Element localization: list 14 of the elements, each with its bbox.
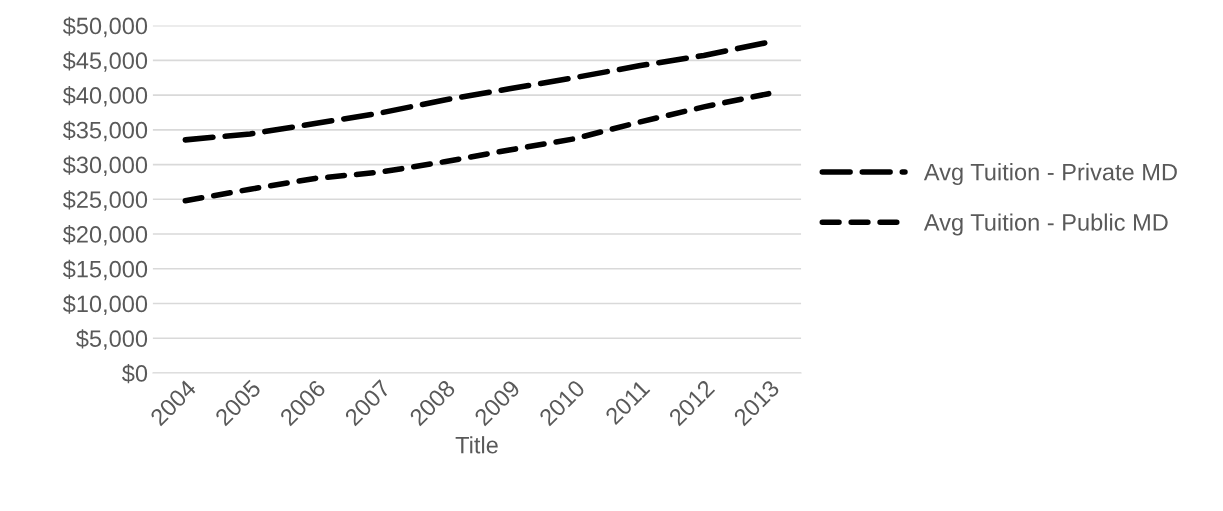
y-tick-label: $5,000 (76, 329, 148, 350)
y-tick-label: $50,000 (62, 16, 148, 38)
y-tick-label: $10,000 (62, 294, 148, 316)
y-tick-label: $40,000 (62, 86, 148, 107)
y-tick-label: $0 (122, 364, 148, 384)
x-axis-title: Title (455, 436, 498, 454)
y-tick-label: $20,000 (62, 225, 148, 246)
legend-label: Avg Tuition - Private MD (923, 163, 1177, 186)
legend-label: Avg Tuition - Public MD (923, 213, 1168, 236)
y-tick-label: $25,000 (62, 190, 148, 211)
y-tick-label: $35,000 (62, 120, 148, 142)
y-tick-label: $45,000 (62, 51, 148, 72)
y-tick-label: $15,000 (62, 259, 148, 281)
y-tick-label: $30,000 (62, 155, 148, 177)
